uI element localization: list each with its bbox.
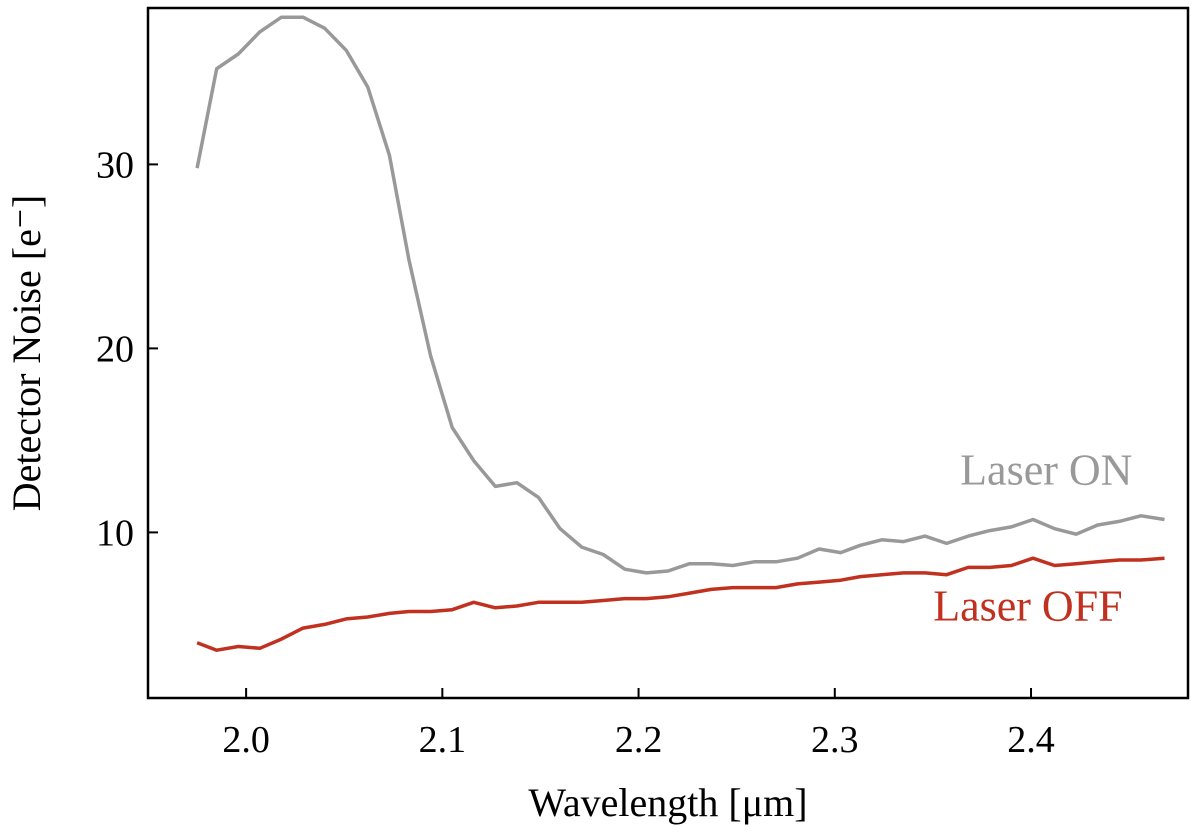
- y-tick-label: 20: [96, 328, 134, 370]
- y-tick-label: 10: [96, 512, 134, 554]
- y-axis-label: Detector Noise [e⁻]: [4, 195, 49, 512]
- series-label-laser-on: Laser ON: [960, 446, 1132, 495]
- x-tick-label: 2.1: [419, 719, 467, 761]
- series-label-laser-off: Laser OFF: [933, 582, 1122, 631]
- y-tick-label: 30: [96, 144, 134, 186]
- series-group: [195, 15, 1165, 652]
- series-line-laser-on: [195, 15, 1165, 575]
- x-axis-label: Wavelength [μm]: [528, 780, 807, 825]
- plot-frame: [146, 6, 1190, 700]
- x-tick-label: 2.3: [811, 719, 859, 761]
- x-tick-label: 2.4: [1007, 719, 1055, 761]
- series-line-laser-off: [196, 556, 1165, 652]
- x-tick-label: 2.2: [615, 719, 663, 761]
- x-tick-label: 2.0: [222, 719, 270, 761]
- ticks: [148, 163, 1033, 698]
